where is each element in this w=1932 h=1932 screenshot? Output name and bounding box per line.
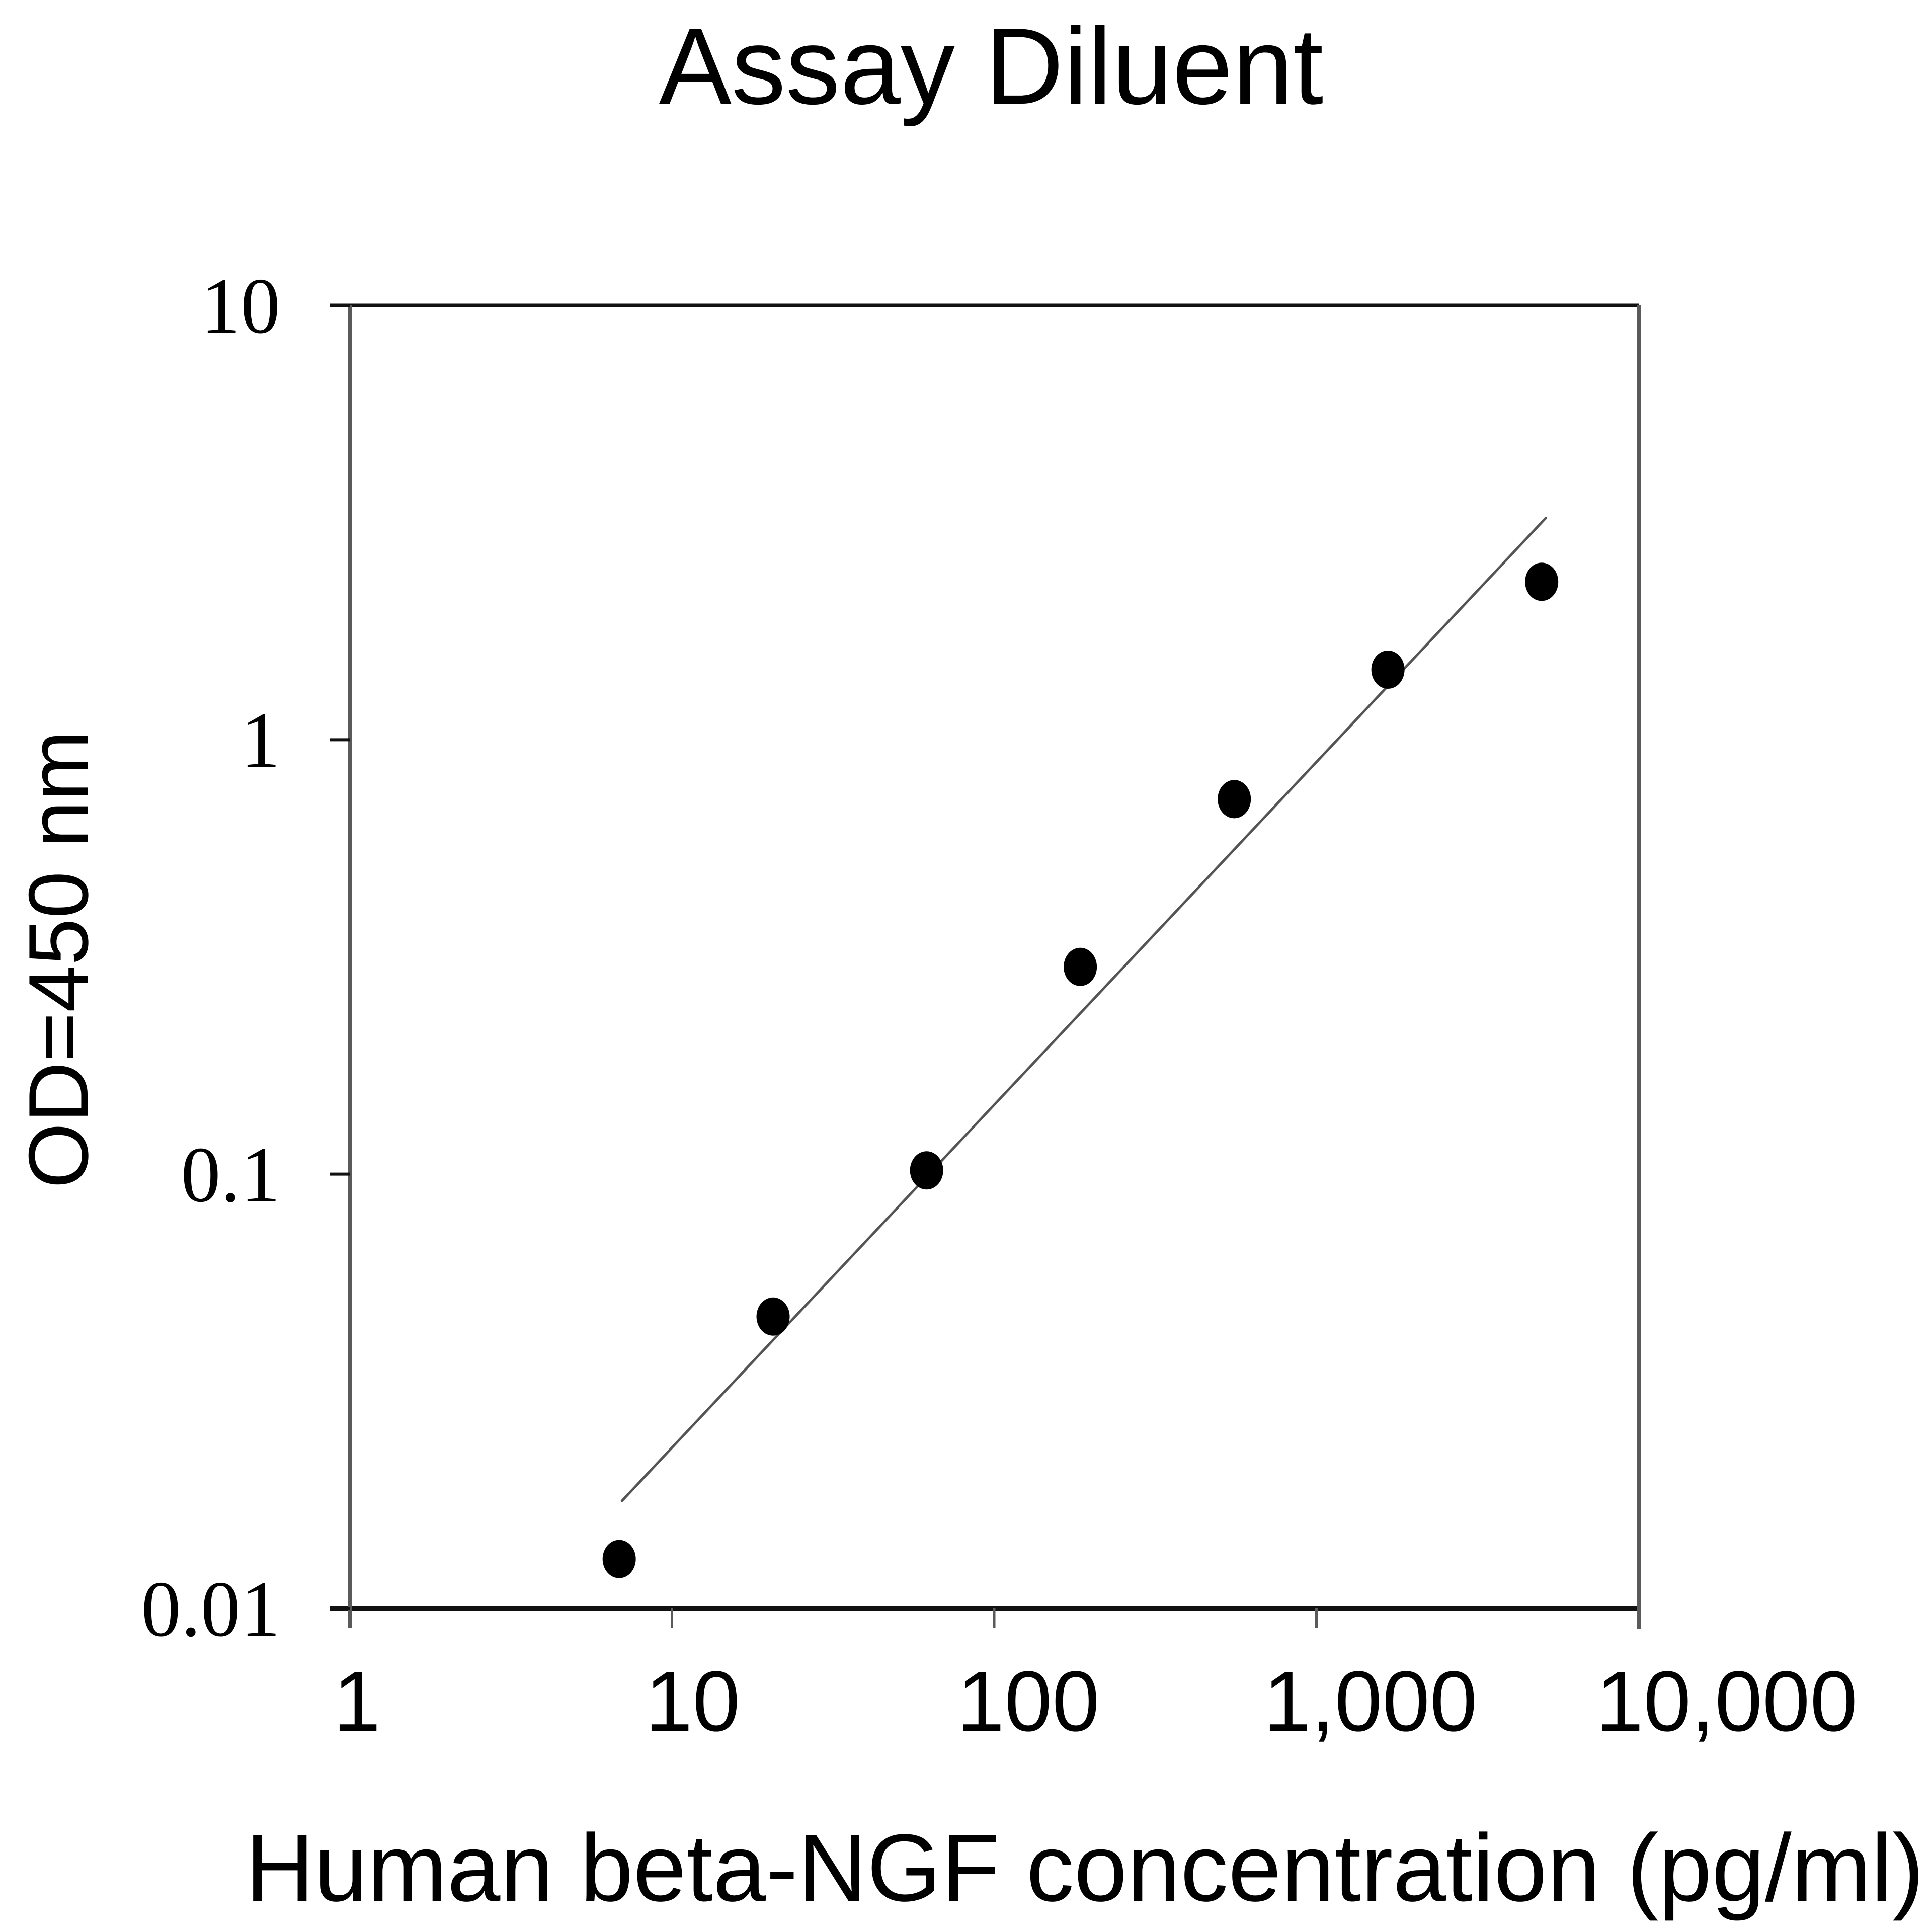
x-tick-label: 100 [957, 1654, 1100, 1749]
x-tick-label: 1 [333, 1654, 381, 1749]
y-axis-label: OD=450 nm [11, 731, 106, 1188]
data-point-marker [1218, 780, 1251, 819]
x-tick-label: 1,000 [1263, 1654, 1477, 1749]
data-point-marker [1371, 651, 1405, 689]
x-axis-ticks: 1 10 100 1,000 10,000 [333, 1608, 1858, 1749]
data-point-marker [602, 1540, 636, 1578]
plot-frame [330, 303, 1641, 1629]
x-tick-label: 10 [645, 1654, 740, 1749]
y-tick-label: 0.1 [181, 1131, 281, 1219]
x-axis-label: Human beta-NGF concentration (pg/ml) [246, 1815, 1924, 1921]
x-tick-label: 10,000 [1596, 1654, 1858, 1749]
data-points-layer [602, 562, 1559, 1578]
y-tick-label: 1 [240, 696, 280, 784]
y-axis-ticks: 10 1 0.1 0.01 [141, 262, 350, 1653]
chart-title: Assay Diluent [659, 5, 1324, 127]
data-point-marker [1525, 562, 1559, 601]
data-point-marker [1064, 947, 1097, 986]
y-tick-label: 0.01 [141, 1565, 281, 1653]
y-tick-label: 10 [201, 262, 280, 350]
data-point-marker [756, 1297, 790, 1336]
data-point-marker [910, 1151, 943, 1190]
